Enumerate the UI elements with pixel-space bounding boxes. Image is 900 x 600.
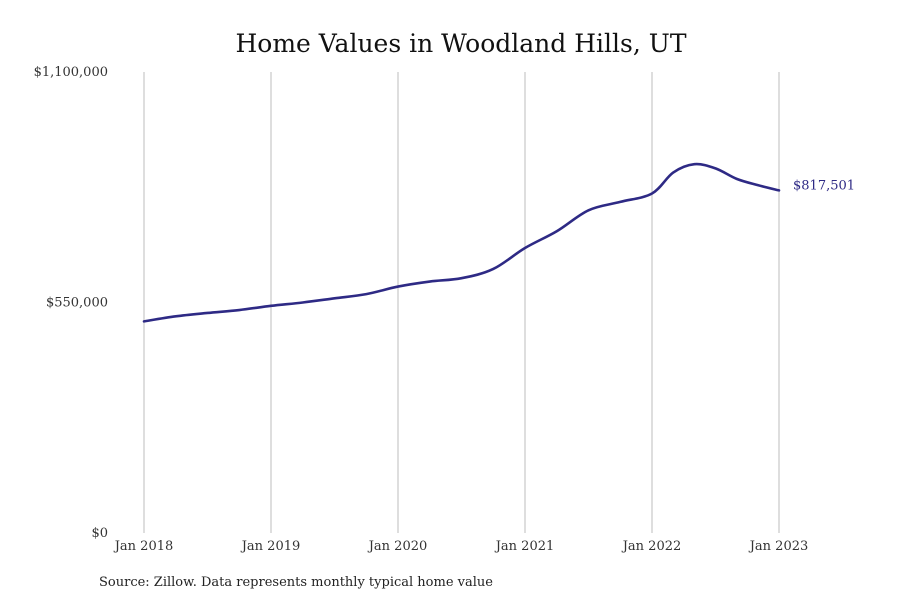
source-note: Source: Zillow. Data represents monthly … bbox=[99, 575, 493, 590]
x-tick-label-0: Jan 2018 bbox=[113, 539, 174, 554]
x-tick-label-3: Jan 2021 bbox=[494, 539, 555, 554]
chart-title: Home Values in Woodland Hills, UT bbox=[236, 29, 687, 58]
x-tick-label-2: Jan 2020 bbox=[367, 539, 428, 554]
end-value-label: $817,501 bbox=[793, 178, 855, 193]
x-tick-label-4: Jan 2022 bbox=[621, 539, 682, 554]
x-tick-label-5: Jan 2023 bbox=[748, 539, 809, 554]
x-axis-ticks: Jan 2018 Jan 2019 Jan 2020 Jan 2021 Jan 2022… bbox=[113, 539, 809, 554]
series-line-home-value bbox=[142, 162, 781, 323]
y-tick-label-0: $0 bbox=[91, 526, 108, 541]
y-tick-label-1: $550,000 bbox=[46, 296, 108, 311]
gridlines bbox=[143, 72, 780, 533]
x-tick-label-1: Jan 2019 bbox=[240, 539, 301, 554]
y-tick-label-2: $1,100,000 bbox=[34, 65, 108, 80]
y-axis-ticks: $0 $550,000 $1,100,000 bbox=[34, 65, 108, 541]
